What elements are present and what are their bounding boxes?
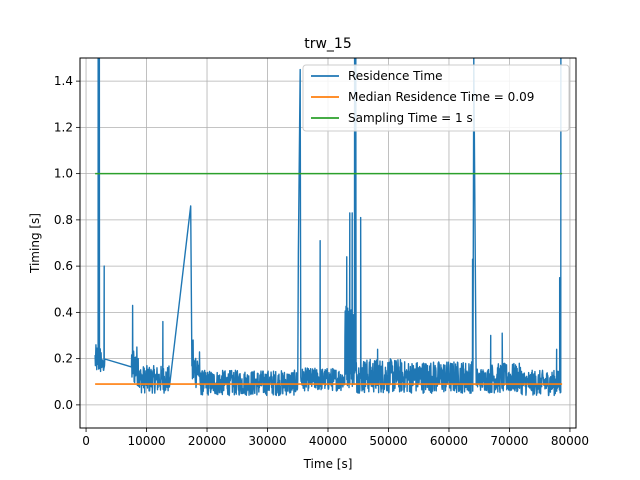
legend-entry: Median Residence Time = 0.09 [348,90,534,104]
y-tick-label: 1.4 [54,74,73,88]
series-line-residence-time [94,58,562,397]
y-tick-label: 0.2 [54,352,73,366]
y-tick-label: 0.8 [54,213,73,227]
x-axis-label: Time [s] [303,457,353,471]
plot-area [94,58,563,397]
y-tick-label: 1.0 [54,167,73,181]
x-tick-label: 20000 [188,434,226,448]
y-tick-label: 0.6 [54,259,73,273]
x-axis: 0 10000 20000 30000 40000 50000 60000 70000 8000… [82,428,589,448]
x-tick-label: 80000 [551,434,589,448]
chart-title: trw_15 [304,36,352,52]
x-tick-label: 50000 [369,434,407,448]
legend: Residence Time Median Residence Time = 0.… [302,64,570,132]
x-tick-label: 30000 [248,434,286,448]
legend-entry: Sampling Time = 1 s [348,111,473,125]
y-tick-label: 0.4 [54,305,73,319]
x-tick-label: 10000 [127,434,165,448]
x-tick-label: 70000 [490,434,528,448]
y-axis-label: Timing [s] [28,213,42,274]
legend-box [302,64,570,132]
legend-entry: Residence Time [348,69,443,83]
y-tick-label: 0.0 [54,398,73,412]
x-tick-label: 60000 [430,434,468,448]
x-tick-label: 40000 [309,434,347,448]
y-axis: 0.0 0.2 0.4 0.6 0.8 1.0 1.2 1.4 [54,74,80,412]
y-tick-label: 1.2 [54,120,73,134]
x-tick-label: 0 [82,434,90,448]
